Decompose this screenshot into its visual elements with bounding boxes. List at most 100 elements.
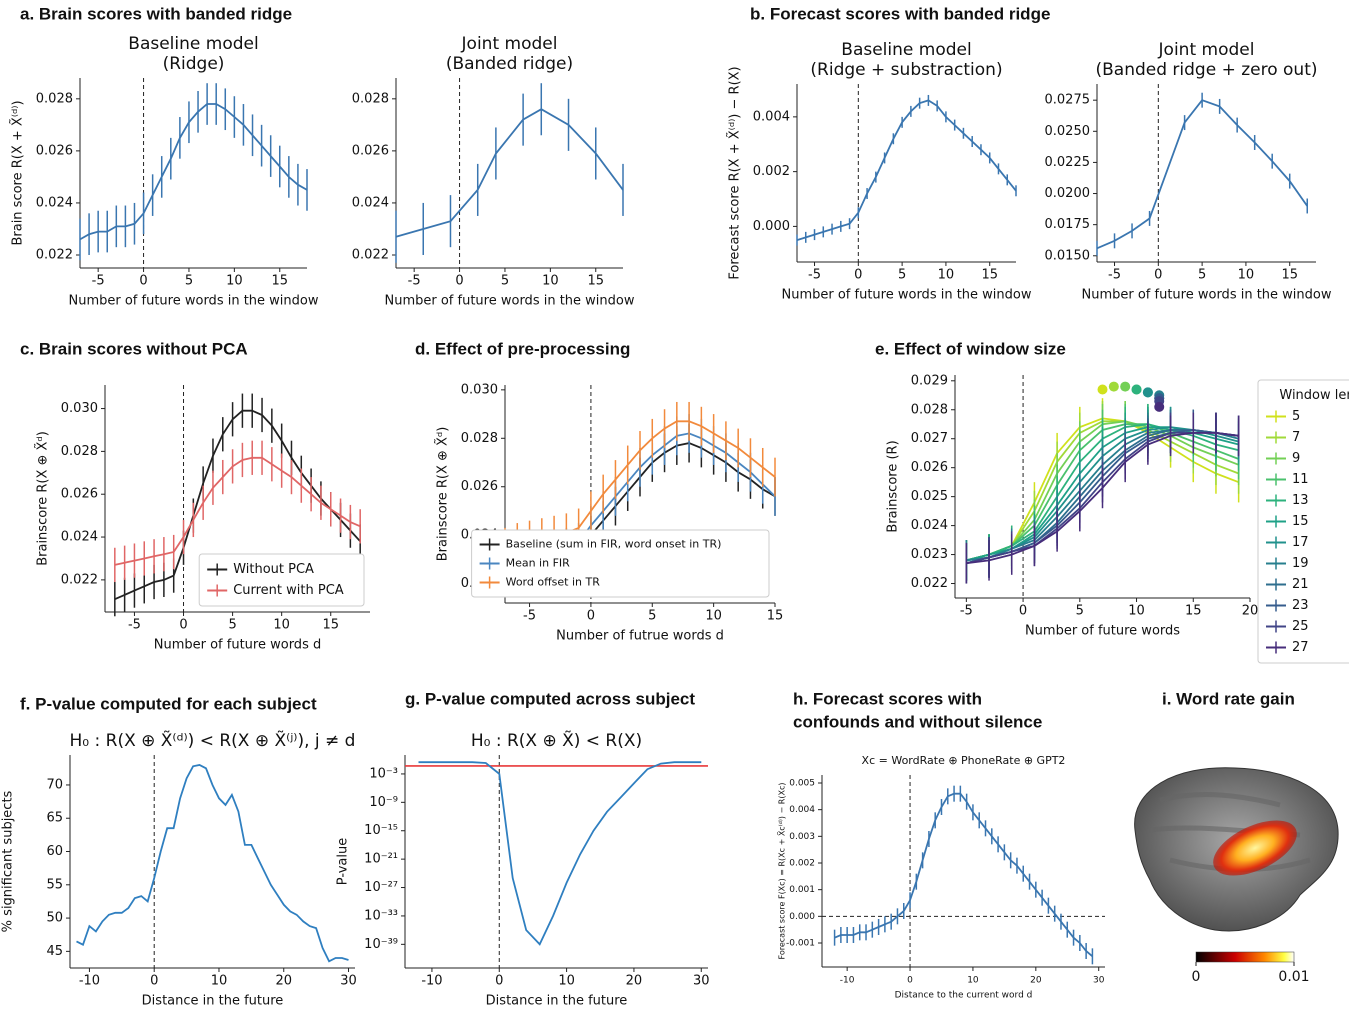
legend-label: Baseline (sum in FIR, word onset in TR)	[506, 538, 722, 551]
x-tick-label: -5	[523, 609, 536, 624]
legend-label: 21	[1292, 577, 1309, 592]
y-tick-label: 0.026	[36, 143, 73, 158]
panel-heading: a. Brain scores with banded ridge	[20, 4, 292, 23]
peak-marker	[1131, 384, 1142, 395]
x-tick-label: 15	[981, 268, 998, 283]
legend-label: Without PCA	[233, 562, 314, 577]
subplot-title: (Ridge)	[163, 54, 225, 74]
y-tick-label: 0.005	[789, 779, 815, 789]
x-axis-label: Distance in the future	[486, 994, 628, 1007]
y-axis-label: Brain score R(X + X̃⁽ᵈ⁾)	[10, 100, 25, 245]
x-tick-label: 10	[1238, 268, 1255, 283]
series-line	[834, 792, 1093, 957]
x-tick-label: 0	[455, 274, 463, 289]
brain-image	[1134, 767, 1339, 932]
y-tick-label: 0.027	[911, 431, 948, 446]
panel-heading: b. Forecast scores with banded ridge	[750, 4, 1050, 23]
y-tick-label: 0.0175	[1045, 217, 1091, 232]
legend-label: 7	[1292, 430, 1300, 445]
colorbar-tick-label: 0.01	[1278, 969, 1309, 985]
legend-label: 11	[1292, 472, 1309, 487]
y-tick-label: 60	[46, 844, 63, 859]
y-tick-label: 10⁻²¹	[364, 852, 398, 867]
x-tick-label: -5	[1108, 268, 1121, 283]
x-tick-label: 0	[907, 976, 913, 986]
subplot-title: (Ridge + substraction)	[810, 60, 1002, 80]
x-tick-label: -5	[408, 274, 421, 289]
x-tick-label: 0	[1154, 268, 1162, 283]
y-tick-label: -0.001	[786, 939, 815, 949]
legend-box	[1257, 379, 1349, 664]
y-tick-label: 50	[46, 911, 63, 926]
x-tick-label: 10	[938, 268, 955, 283]
x-tick-label: 0	[587, 609, 595, 624]
legend-label: Word offset in TR	[506, 576, 601, 589]
y-tick-label: 0.029	[911, 373, 948, 388]
legend-label: 25	[1292, 619, 1309, 634]
x-tick-label: -5	[92, 274, 105, 289]
legend-label: 23	[1292, 598, 1309, 613]
y-tick-label: 0.001	[789, 885, 815, 895]
y-axis-label: Brainscore R(X ⊕ X̃ᵈ)	[435, 427, 450, 562]
y-tick-label: 0.002	[753, 164, 790, 179]
x-tick-label: 0	[139, 274, 147, 289]
x-tick-label: 30	[1093, 976, 1105, 986]
legend-label: Mean in FIR	[506, 557, 571, 570]
y-tick-label: 0.024	[61, 530, 98, 545]
series-line	[76, 764, 349, 963]
x-tick-label: 20	[1242, 604, 1259, 619]
x-tick-label: 10	[273, 618, 290, 633]
x-tick-label: -5	[128, 618, 141, 633]
x-axis-label: Number of future words in the window	[782, 288, 1032, 303]
x-tick-label: -5	[808, 268, 821, 283]
y-tick-label: 0.028	[461, 431, 498, 446]
x-axis-label: Number of future words in the window	[385, 294, 635, 309]
x-axis-label: Number of futrue words d	[556, 629, 724, 644]
x-tick-label: 10	[211, 974, 228, 989]
y-tick-label: 0.028	[61, 444, 98, 459]
panel-heading: h. Forecast scores with	[793, 689, 982, 708]
x-tick-label: 20	[626, 974, 643, 989]
x-tick-label: 0	[854, 268, 862, 283]
x-tick-label: 10	[558, 974, 575, 989]
x-tick-label: -10	[421, 974, 442, 989]
y-tick-label: 10⁻²⁷	[364, 880, 398, 895]
x-tick-label: 10	[542, 274, 559, 289]
x-axis-label: Distance to the current word d	[895, 991, 1033, 1001]
panel-heading: c. Brain scores without PCA	[20, 339, 248, 358]
peak-marker	[1120, 381, 1131, 392]
legend-label: 9	[1292, 451, 1300, 466]
peak-marker	[1142, 387, 1153, 398]
x-axis-label: Number of future words	[1025, 624, 1180, 639]
y-tick-label: 65	[46, 811, 63, 826]
y-axis-label: Forecast score R(X + X̃⁽ᵈ⁾) − R(X)	[727, 66, 742, 279]
x-tick-label: -10	[79, 974, 100, 989]
x-tick-label: 5	[898, 268, 906, 283]
y-tick-label: 10⁻³⁹	[364, 937, 398, 952]
y-tick-label: 55	[46, 877, 63, 892]
subplot-title: (Banded ridge)	[446, 54, 573, 74]
x-tick-label: 20	[275, 974, 292, 989]
y-tick-label: 0.0200	[1045, 186, 1091, 201]
panel-heading: f. P-value computed for each subject	[20, 694, 317, 713]
x-tick-label: 5	[501, 274, 509, 289]
panel-heading: i. Word rate gain	[1162, 689, 1295, 708]
y-tick-label: 0.025	[911, 489, 948, 504]
subplot-title: Joint model	[461, 34, 558, 54]
peak-marker	[1108, 381, 1119, 392]
y-tick-label: 0.030	[61, 401, 98, 416]
y-tick-label: 0.002	[789, 859, 815, 869]
y-tick-label: 0.0275	[1045, 93, 1091, 108]
x-tick-label: 10	[1128, 604, 1145, 619]
x-tick-label: 5	[648, 609, 656, 624]
panel-heading: confounds and without silence	[793, 712, 1042, 731]
peak-marker	[1154, 401, 1165, 412]
y-tick-label: 0.0225	[1045, 155, 1091, 170]
legend-box	[198, 553, 365, 607]
y-tick-label: 0.026	[461, 479, 498, 494]
y-tick-label: 10⁻¹⁵	[364, 823, 398, 838]
subplot-title: Baseline model	[841, 40, 971, 60]
y-tick-label: 0.026	[352, 143, 389, 158]
x-axis-label: Number of future words d	[154, 638, 321, 653]
